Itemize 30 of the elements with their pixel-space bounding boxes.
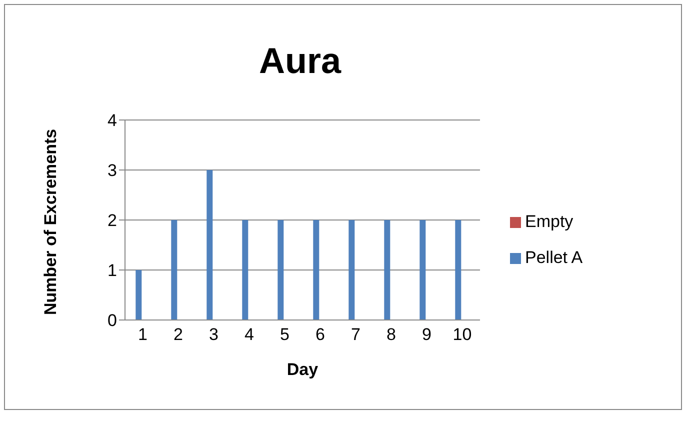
- y-axis-title: Number of Excrements: [41, 128, 60, 315]
- bar: [136, 270, 142, 320]
- y-tick-label: 3: [108, 161, 117, 180]
- x-tick-label: 10: [452, 325, 472, 344]
- y-tick-label: 1: [108, 261, 117, 280]
- x-tick-label: 3: [209, 325, 218, 344]
- legend-label: Pellet A: [525, 248, 583, 267]
- x-tick-label: 1: [138, 325, 148, 344]
- bar: [171, 220, 178, 320]
- x-axis-title: Day: [286, 360, 319, 379]
- y-tick-label: 2: [108, 211, 117, 230]
- bar: [242, 220, 248, 320]
- x-tick-label: 4: [244, 325, 254, 344]
- x-tick-label: 8: [386, 325, 396, 344]
- bar: [313, 220, 320, 320]
- x-tick-label: 9: [422, 325, 432, 344]
- y-tick-label: 0: [108, 311, 117, 330]
- x-tick-label: 2: [174, 325, 183, 344]
- chart-title: Aura: [258, 40, 342, 82]
- bar: [348, 220, 355, 320]
- y-tick-label: 4: [108, 111, 117, 130]
- bar: [278, 220, 284, 320]
- x-tick-label: 7: [351, 325, 360, 344]
- bar: [420, 220, 426, 320]
- bar: [455, 220, 462, 320]
- x-tick-label: 5: [280, 325, 290, 344]
- bar: [206, 170, 213, 320]
- bar: [384, 220, 390, 320]
- legend-label: Empty: [525, 212, 574, 231]
- x-tick-label: 6: [316, 325, 325, 344]
